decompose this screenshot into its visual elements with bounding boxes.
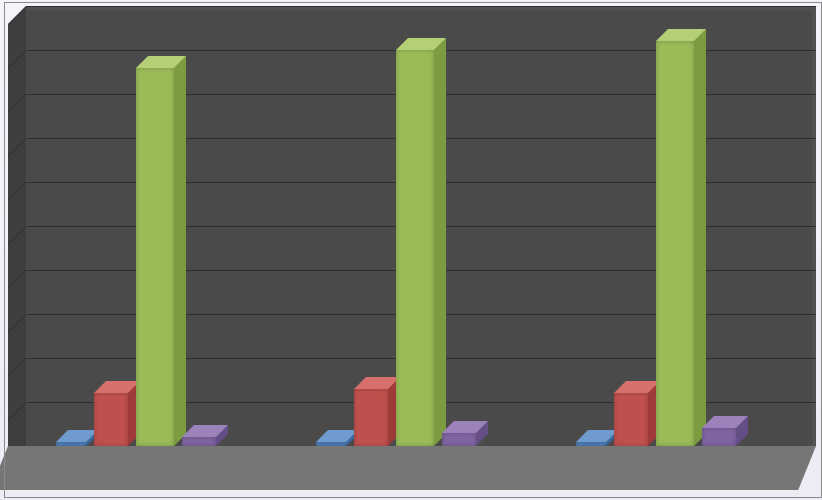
bar-red (354, 389, 388, 446)
bar-red (94, 393, 128, 446)
bar-blue (56, 442, 86, 446)
bar-chart-3d (0, 0, 822, 500)
bar-purple (442, 433, 476, 446)
chart-bars (26, 6, 816, 446)
bar-blue (316, 442, 346, 446)
bar-blue (576, 442, 606, 446)
bar-red (614, 393, 648, 446)
bar-green (396, 50, 434, 446)
bar-purple (182, 437, 216, 446)
bar-purple (702, 428, 736, 446)
bar-green (136, 68, 174, 446)
chart-floor (0, 446, 816, 490)
bar-green (656, 41, 694, 446)
